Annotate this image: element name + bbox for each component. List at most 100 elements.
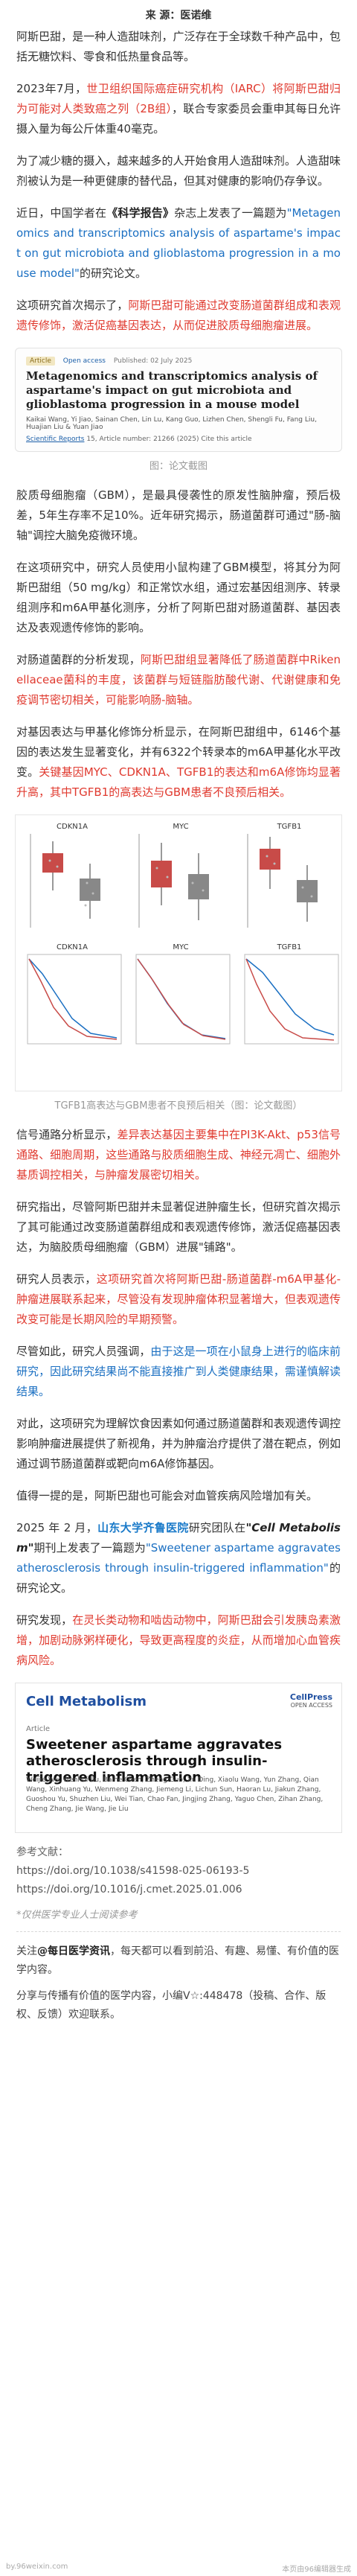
- boxplot-graphic: [247, 834, 318, 928]
- bottom-bar: by.96weixin.com 本页由96编辑器生成: [0, 2560, 357, 2576]
- cellpress-label: CellPress: [289, 1692, 332, 1702]
- paper-title: Sweetener aspartame aggravates atheroscl…: [26, 1737, 283, 1785]
- journal-name: 《科学报告》: [106, 206, 175, 220]
- survival-title: TGFB1: [277, 943, 302, 951]
- highlight-red: 在灵长类动物和啮齿动物中，阿斯巴甜会引发胰岛素激增，加剧动脉粥样硬化，导致更高程…: [16, 1613, 341, 1667]
- text: 研究团队在: [188, 1521, 246, 1534]
- survival-curve: [244, 954, 339, 1045]
- survival-panel: CDKN1A: [20, 943, 124, 1055]
- boxplot-graphic: [138, 834, 209, 928]
- highlight-red: 阿斯巴甜组显著降低了肠道菌群中Rikenellaceae菌科的丰度，该菌群与短链…: [16, 653, 341, 707]
- conclusion-paragraph: 研究指出，尽管阿斯巴甜并未显著促进肿瘤生长，但研究首次揭示了其可能通过改变肠道菌…: [16, 1200, 341, 1254]
- text: 的研究论文。: [79, 267, 147, 280]
- editor-credit: 本页由96编辑器生成: [282, 2566, 351, 2574]
- atherosclerosis-paragraph: 研究发现，在灵长类动物和啮齿动物中，阿斯巴甜会引发胰岛素激增，加剧动脉粥样硬化，…: [0, 1610, 357, 1671]
- intro-paragraph: 阿斯巴甜，是一种人造甜味剂，广泛存在于全球数千种产品中，包括无糖饮料、零食和低热…: [16, 30, 341, 63]
- references-heading: 参考文献：: [16, 1846, 68, 1858]
- boxplot-panel: CDKN1A: [20, 823, 124, 934]
- vascular-paragraph: 值得一提的是，阿斯巴甜也可能会对血管疾病风险增加有关。: [16, 1489, 318, 1502]
- text: ，每天都可以看到前沿、有趣、易懂、有价值的医学内容。: [16, 1945, 339, 1976]
- paper-authors: Weijie Wu, Wenhui Bu, Baihe Chen, Zheng …: [26, 1776, 324, 1813]
- highlight-red: 阿斯巴甜可能通过改变肠道菌群组成和表观遗传修饰，激活促癌基因表达，从而促进胶质母…: [16, 299, 341, 332]
- text: 对基因表达与甲基化修饰分析显示，在阿斯巴甜组中，6146个基因的表达发生显著变化…: [16, 725, 341, 779]
- cell-metabolism-card: Cell Metabolism CellPress OPEN ACCESS Art…: [15, 1683, 342, 1833]
- survival-panel: MYC: [129, 943, 233, 1055]
- highlight-red: 差异表达基因主要集中在PI3K-Akt、p53信号通路、细胞周期，这些通路与胶质…: [16, 1128, 341, 1182]
- researcher-paragraph: 研究人员表示，这项研究首次将阿斯巴甜-肠道菌群-m6A甲基化-肿瘤进展联系起来，…: [0, 1269, 357, 1330]
- site-credit: by.96weixin.com: [6, 2563, 68, 2571]
- cellpress-logo: CellPress OPEN ACCESS: [290, 1692, 332, 1709]
- survival-panel: TGFB1: [237, 943, 341, 1055]
- text: 期刊上发表了一篇题为: [33, 1541, 146, 1555]
- microbiota-paragraph: 对肠道菌群的分析发现，阿斯巴甜组显著降低了肠道菌群中Rikenellaceae菌…: [0, 650, 357, 710]
- text: 研究发现，: [16, 1613, 73, 1627]
- divider: [16, 1931, 341, 1932]
- highlight-red: 关键基因MYC、CDKN1A、TGFB1的表达和m6A修饰均显著升高，其中TGF…: [16, 765, 341, 799]
- journal-logo: Cell Metabolism: [26, 1694, 147, 1709]
- article-label: Article: [26, 1725, 51, 1733]
- reference-link[interactable]: https://doi.org/10.1016/j.cmet.2025.01.0…: [16, 1884, 242, 1896]
- pathway-paragraph: 信号通路分析显示，差异表达基因主要集中在PI3K-Akt、p53信号通路、细胞周…: [0, 1125, 357, 1185]
- paper-meta: Article Open access Published: 02 July 2…: [26, 357, 331, 366]
- text: 杂志上发表了一篇题为: [174, 206, 287, 220]
- gene-paragraph: 对基因表达与甲基化修饰分析显示，在阿斯巴甜组中，6146个基因的表达发生显著变化…: [0, 722, 357, 803]
- figure-caption: TGFB1高表达与GBM患者不良预后相关（图：论文截图）: [54, 1100, 303, 1112]
- account-name[interactable]: @每日医学资讯: [37, 1945, 110, 1957]
- text: 尽管如此，研究人员强调，: [16, 1345, 151, 1358]
- text: 关注: [16, 1945, 37, 1957]
- text: 的研究论文。: [16, 1561, 341, 1595]
- institution-name: 山东大学齐鲁医院: [97, 1521, 189, 1534]
- highlight-red: 这项研究首次将阿斯巴甜-肠道菌群-m6A甲基化-肿瘤进展联系起来，尽管没有发现肿…: [16, 1272, 341, 1326]
- text: 近日，中国学者在: [16, 206, 107, 220]
- survival-title: MYC: [173, 943, 189, 951]
- paper-screenshot-card: Article Open access Published: 02 July 2…: [15, 348, 342, 452]
- text: 2023年7月，: [16, 82, 87, 95]
- source-line: 来 源：医诺维: [145, 10, 212, 22]
- reference-link[interactable]: https://doi.org/10.1038/s41598-025-06193…: [16, 1865, 250, 1877]
- boxplot-panel: MYC: [129, 823, 233, 934]
- text: 这项研究首次揭示了，: [16, 299, 129, 312]
- paper-journal: Scientific Reports 15, Article number: 2…: [26, 436, 331, 443]
- sweetener-paragraph: 为了减少糖的摄入，越来越多的人开始食用人造甜味剂。人造甜味剂被认为是一种更健康的…: [16, 154, 341, 188]
- contact-paragraph: 分享与传播有价值的医学内容，小编V☆:448478（投稿、合作、版权、反馈）欢迎…: [16, 1990, 327, 2021]
- study-intro-paragraph: 近日，中国学者在《科学报告》杂志上发表了一篇题为"Metagenomics an…: [0, 203, 357, 284]
- open-access-label: Open access: [62, 357, 106, 365]
- boxplot-graphic: [30, 834, 100, 928]
- figure-caption: 图：论文截图: [149, 461, 208, 472]
- text: 对肠道菌群的分析发现，: [16, 653, 141, 666]
- boxplot-title: TGFB1: [277, 823, 302, 831]
- published-date: Published: 02 July 2025: [113, 357, 193, 365]
- paper-authors: Kaikai Wang, Yi Jiao, Sainan Chen, Lin L…: [26, 416, 317, 431]
- method-paragraph: 在这项研究中，研究人员使用小鼠构建了GBM模型，将其分为阿斯巴甜组（50 mg/…: [16, 561, 341, 634]
- text: 2025 年 2 月，: [16, 1521, 98, 1534]
- caveat-paragraph: 尽管如此，研究人员强调，由于这是一项在小鼠身上进行的临床前研究，因此研究结果尚不…: [0, 1342, 357, 1402]
- iarc-paragraph: 2023年7月，世卫组织国际癌症研究机构（IARC）将阿斯巴甜归为可能对人类致癌…: [0, 79, 357, 139]
- perspective-paragraph: 对此，这项研究为理解饮食因素如何通过肠道菌群和表观遗传调控影响肿瘤进展提供了新视…: [16, 1417, 341, 1470]
- boxplot-panel: TGFB1: [237, 823, 341, 934]
- survival-curve: [135, 954, 231, 1045]
- survival-curve: [27, 954, 122, 1045]
- open-access-label: OPEN ACCESS: [290, 1702, 332, 1709]
- boxplot-title: MYC: [173, 823, 189, 831]
- text: 研究人员表示，: [16, 1272, 97, 1286]
- article-tag: Article: [26, 357, 55, 366]
- paper-title: "Sweetener aspartame aggravates atherosc…: [16, 1541, 341, 1575]
- follow-paragraph: 关注@每日医学资讯，每天都可以看到前沿、有趣、易懂、有价值的医学内容。: [0, 1942, 357, 1980]
- paper-title: "Metagenomics and transcriptomics analys…: [16, 206, 341, 280]
- highlight-red: 世卫组织国际癌症研究机构（IARC）将阿斯巴甜归为可能对人类致癌之列（2B组）: [16, 82, 341, 115]
- cell-metabolism-paragraph: 2025 年 2 月，山东大学齐鲁医院研究团队在"Cell Metabolism…: [0, 1518, 357, 1598]
- finding-paragraph: 这项研究首次揭示了，阿斯巴甜可能通过改变肠道菌群组成和表观遗传修饰，激活促癌基因…: [0, 296, 357, 336]
- boxplot-title: CDKN1A: [57, 823, 88, 831]
- text: 信号通路分析显示，: [16, 1128, 118, 1141]
- text: ，联合专家委员会重申其每日允许摄入量为每公斤体重40毫克。: [16, 102, 341, 136]
- journal-link[interactable]: Scientific Reports: [26, 436, 85, 443]
- survival-title: CDKN1A: [57, 943, 88, 951]
- gbm-paragraph: 胶质母细胞瘤（GBM），是最具侵袭性的原发性脑肿瘤，预后极差，5年生存率不足10…: [16, 488, 341, 542]
- gene-figure: CDKN1A MYC TGFB1 CDKN1A: [15, 814, 342, 1091]
- references: 参考文献： https://doi.org/10.1038/s41598-025…: [0, 1843, 357, 1899]
- journal-name: "Cell Metabolism": [16, 1521, 341, 1555]
- disclaimer-note: *仅供医学专业人士阅读参考: [16, 1910, 138, 1921]
- highlight-blue: 由于这是一项在小鼠身上进行的临床前研究，因此研究结果尚不能直接推广到人类健康结果…: [16, 1345, 341, 1398]
- volume-info: 15, Article number: 21266 (2025) Cite th…: [86, 436, 252, 443]
- paper-title: Metagenomics and transcriptomics analysi…: [26, 369, 318, 411]
